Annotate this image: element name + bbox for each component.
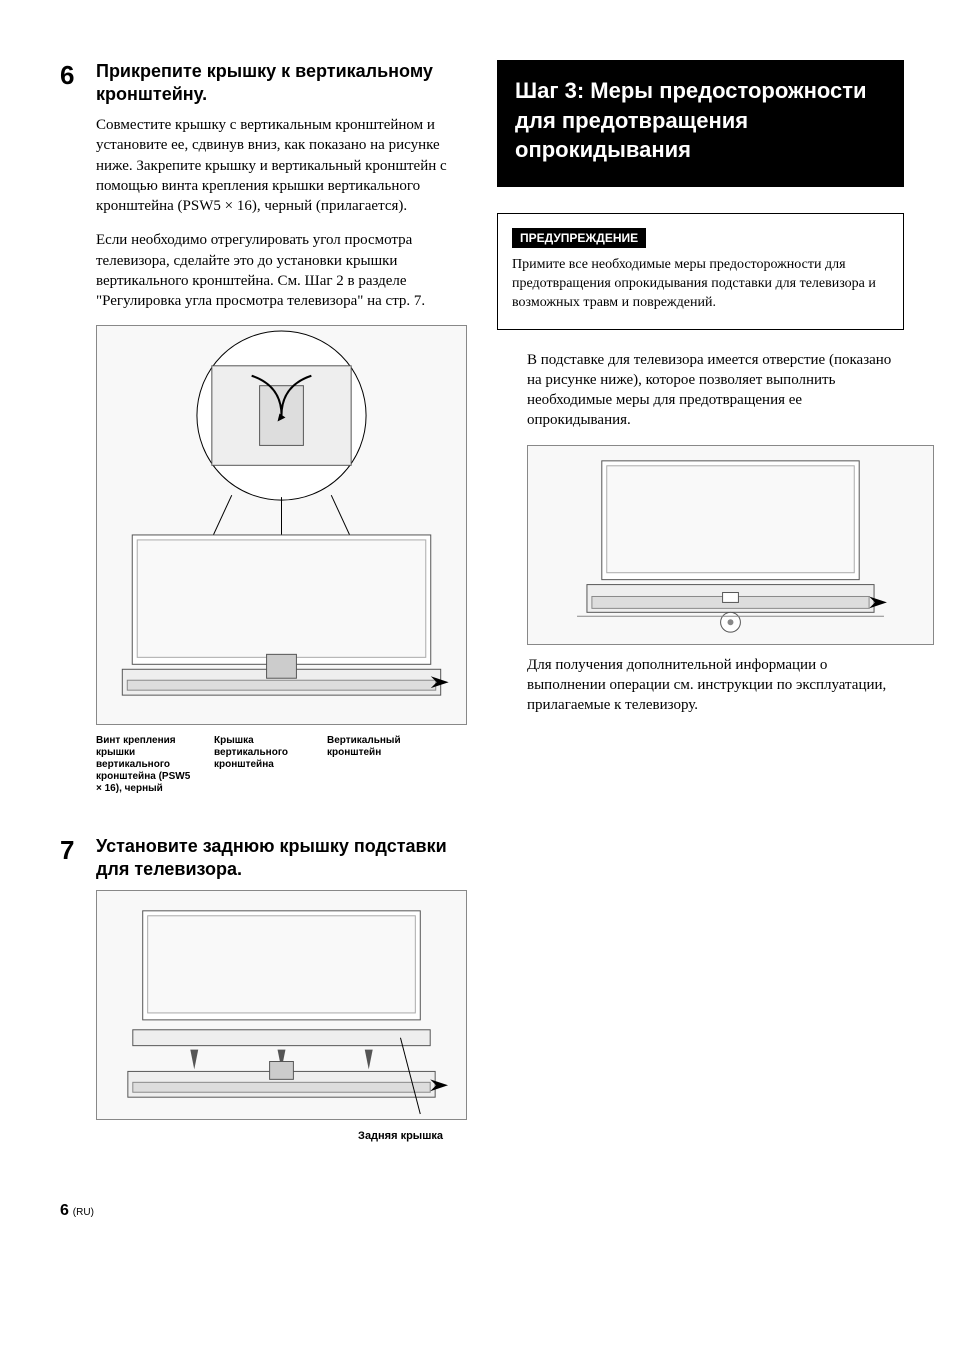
- callout-screw: Винт крепления крышки вертикального крон…: [96, 735, 196, 795]
- step3-heading: Шаг 3: Меры предосторожности для предотв…: [497, 60, 904, 187]
- step-6-title: Прикрепите крышку к вертикальному кроншт…: [96, 60, 467, 105]
- step-7-diagram: [96, 890, 467, 1120]
- left-column: 6 Прикрепите крышку к вертикальному крон…: [60, 60, 467, 1162]
- step-6-callouts: Винт крепления крышки вертикального крон…: [96, 735, 467, 795]
- rear-cover-label: Задняя крышка: [96, 1130, 467, 1142]
- warning-tag: ПРЕДУПРЕЖДЕНИЕ: [512, 228, 646, 248]
- page-footer: 6 (RU): [60, 1202, 904, 1220]
- warning-box: ПРЕДУПРЕЖДЕНИЕ Примите все необходимые м…: [497, 213, 904, 330]
- step-6: 6 Прикрепите крышку к вертикальному крон…: [60, 60, 467, 815]
- step-6-content: Прикрепите крышку к вертикальному кроншт…: [96, 60, 467, 815]
- step-7-content: Установите заднюю крышку подставки для т…: [96, 835, 467, 1142]
- diagram-svg-1: [97, 326, 466, 724]
- diagram-svg-3: [528, 446, 933, 644]
- diagram-svg-2: [97, 891, 466, 1119]
- right-column: Шаг 3: Меры предосторожности для предотв…: [497, 60, 904, 1162]
- page-lang: (RU): [73, 1207, 94, 1218]
- step-6-number: 6: [60, 60, 84, 815]
- page-number: 6: [60, 1202, 69, 1219]
- callout-cover: Крышка вертикального кронштейна: [214, 735, 309, 795]
- step-7-title: Установите заднюю крышку подставки для т…: [96, 835, 467, 880]
- step-7-number: 7: [60, 835, 84, 1142]
- step-7: 7 Установите заднюю крышку подставки для…: [60, 835, 467, 1142]
- right-outro: Для получения дополнительной информации …: [527, 655, 904, 716]
- step-6-diagram: [96, 325, 467, 725]
- step-6-para2: Если необходимо отрегулировать угол прос…: [96, 230, 467, 311]
- page-columns: 6 Прикрепите крышку к вертикальному крон…: [60, 60, 904, 1162]
- step-6-para1: Совместите крышку с вертикальным кронште…: [96, 115, 467, 216]
- right-intro: В подставке для телевизора имеется отвер…: [527, 350, 904, 431]
- callout-bracket: Вертикальный кронштейн: [327, 735, 422, 795]
- right-diagram: [527, 445, 934, 645]
- warning-text: Примите все необходимые меры предосторож…: [512, 256, 889, 313]
